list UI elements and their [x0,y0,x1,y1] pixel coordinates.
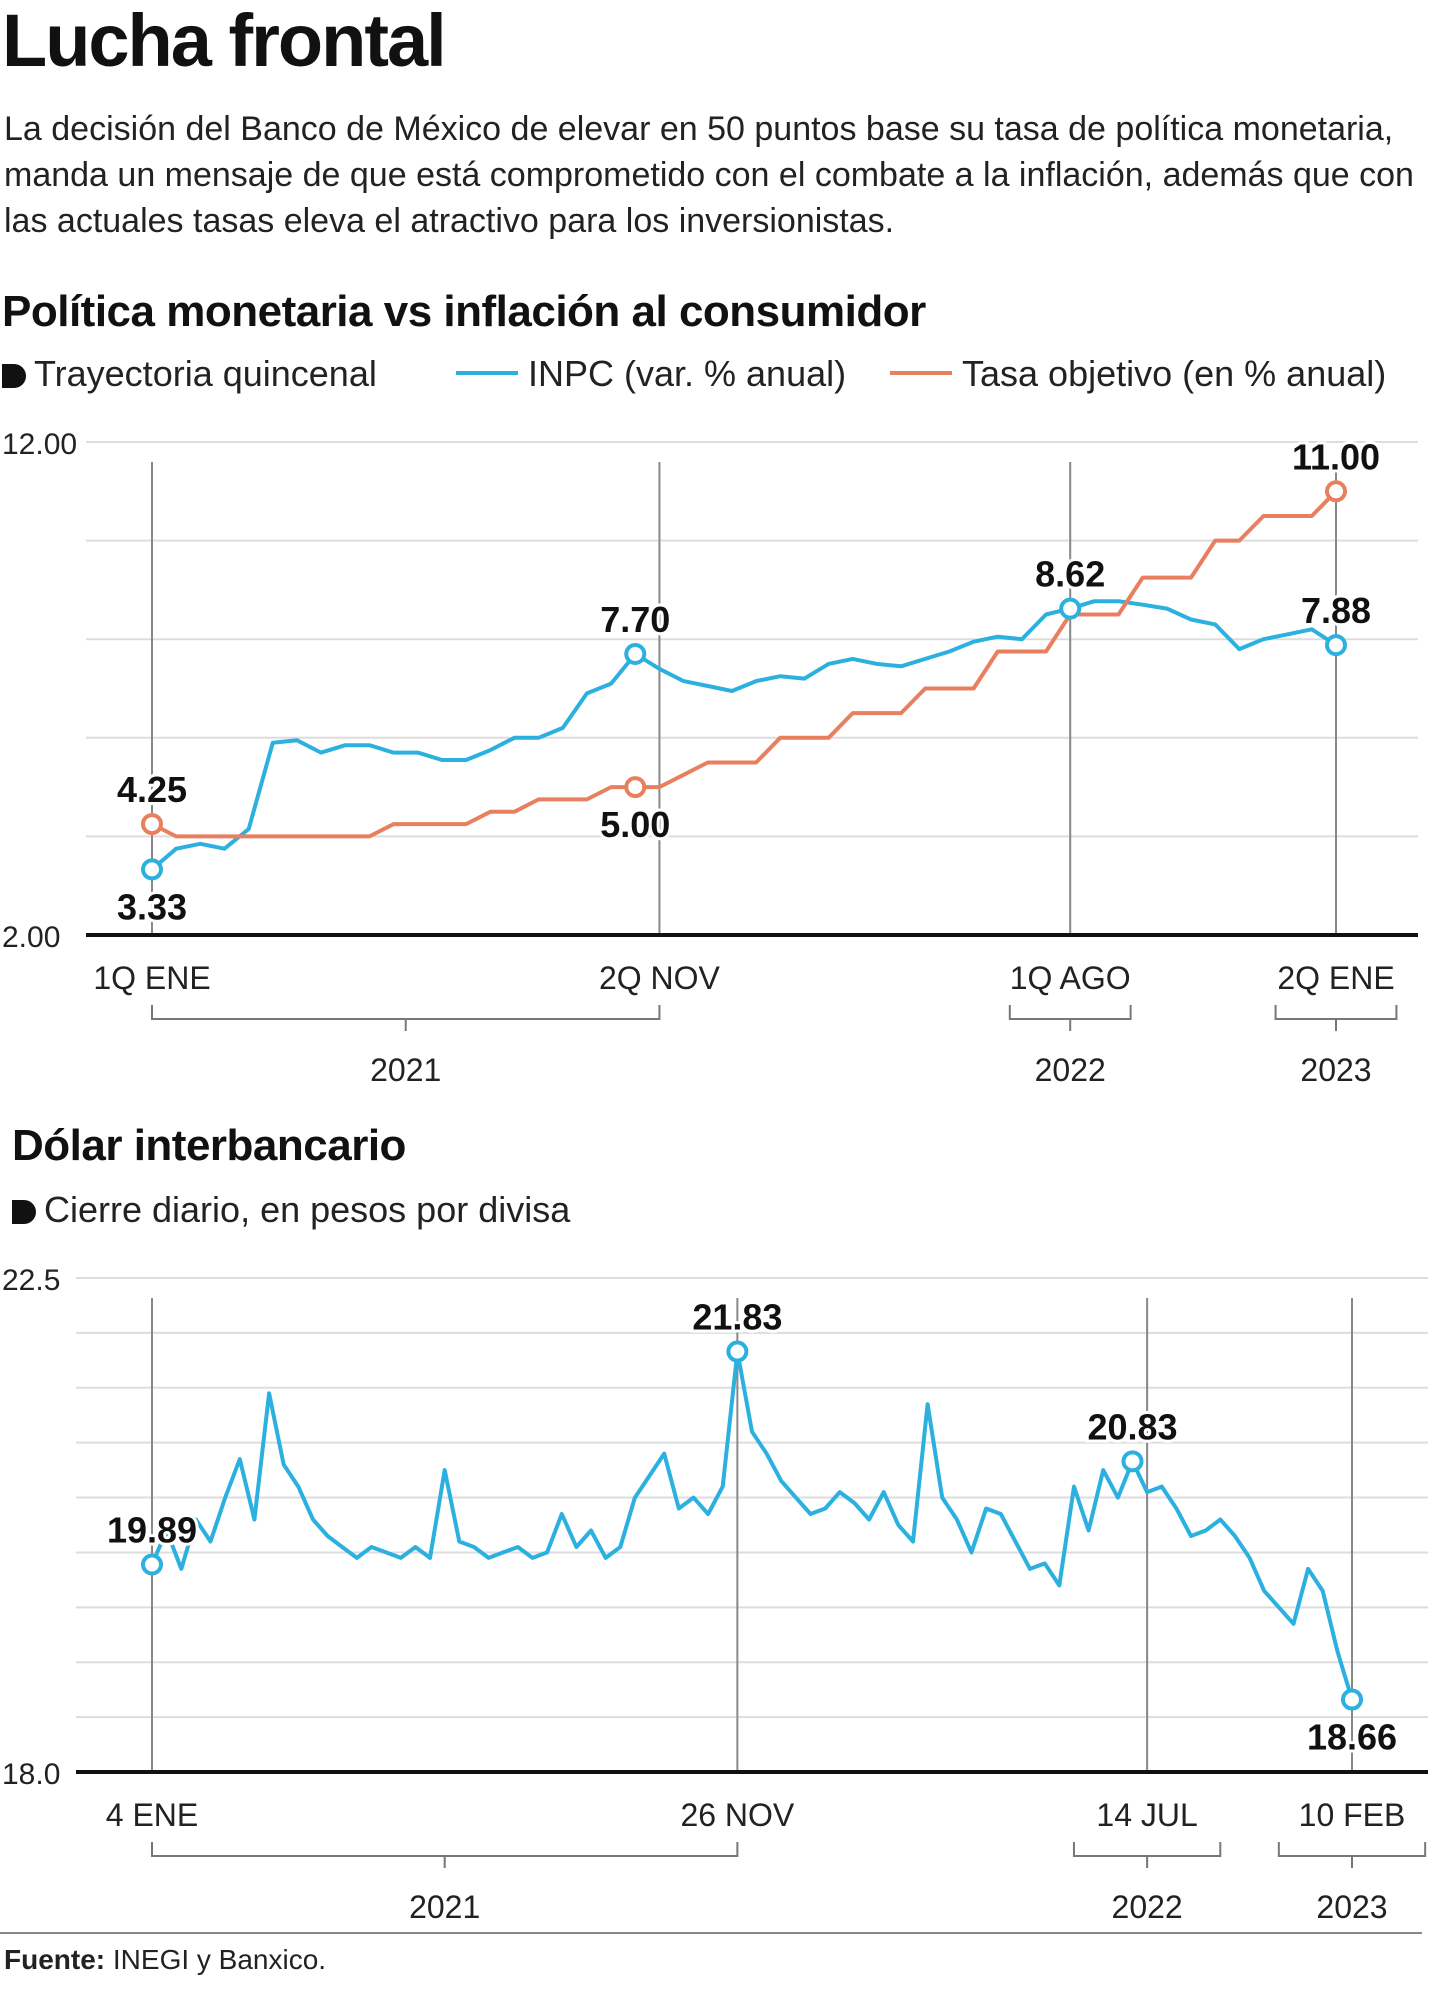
data-label: 20.83 [1087,1406,1177,1447]
year-bracket [151,1842,739,1868]
chart2-title: Dólar interbancario [12,1121,406,1170]
data-label: 5.00 [600,804,670,845]
year-label: 2023 [1316,1889,1387,1925]
data-point-marker [726,1340,749,1363]
data-point-marker [1325,480,1347,503]
x-tick-label: 14 JUL [1096,1797,1197,1833]
x-tick-label: 2Q ENE [1277,960,1394,996]
data-label: 8.62 [1035,554,1105,595]
data-point-marker [624,642,647,665]
legend-tasa-swatch-icon [890,371,952,375]
page-title: Lucha frontal [2,0,447,82]
chart1-title: Política monetaria vs inflación al consu… [2,287,926,336]
x-tick-label: 1Q ENE [93,960,210,996]
chart2-note-text: Cierre diario, en pesos por divisa [44,1189,571,1230]
legend-inpc-label: INPC (var. % anual) [528,353,847,394]
source-note: Fuente: INEGI y Banxico. [4,1944,326,1976]
legend-item-inpc: INPC (var. % anual) [456,356,846,392]
x-tick-label: 26 NOV [680,1797,794,1833]
footer-divider [0,1932,1422,1934]
inflation-rate-chart: 12.00 2.00 1Q ENE 2Q NOV 1Q AGO 2Q ENE 2021 202… [2,428,1418,1088]
x-tick-label: 4 ENE [106,1797,198,1833]
y-tick-label: 18.0 [2,1758,60,1791]
data-point-marker [1325,634,1347,657]
source-text: INEGI y Banxico. [112,1944,327,1975]
chart1-note-text: Trayectoria quincenal [34,353,377,394]
data-point-marker [141,1553,163,1576]
note-marker-icon [12,1200,36,1224]
data-label: 7.70 [600,599,670,640]
data-point-marker [141,813,163,836]
year-bracket [1277,1842,1427,1868]
series-line [150,599,1338,871]
y-tick-label: 22.5 [2,1264,60,1297]
series-line [151,489,1338,839]
year-label: 2023 [1300,1052,1371,1088]
year-bracket [1072,1842,1222,1868]
data-point-marker [1121,1450,1144,1473]
year-label: 2021 [370,1052,441,1088]
x-tick-label: 10 FEB [1299,1797,1406,1833]
data-label: 7.88 [1301,590,1371,631]
legend-item-tasa: Tasa objetivo (en % anual) [890,356,1386,392]
note-marker-icon [2,364,26,388]
source-label: Fuente: [4,1944,106,1975]
legend-tasa-label: Tasa objetivo (en % anual) [962,353,1387,394]
year-label: 2021 [409,1889,480,1925]
year-label: 2022 [1112,1889,1183,1925]
x-tick-label: 2Q NOV [599,960,721,996]
y-tick-label: 2.00 [2,921,60,954]
x-tick-label: 1Q AGO [1010,960,1131,996]
data-label: 4.25 [117,769,187,810]
data-label: 3.33 [117,886,187,927]
data-point-marker [624,776,647,799]
year-label: 2022 [1035,1052,1106,1088]
series-line [150,1349,1354,1701]
y-tick-label: 12.00 [2,428,77,461]
chart2-note: Cierre diario, en pesos por divisa [12,1192,570,1228]
data-label: 21.83 [692,1297,782,1338]
data-label: 11.00 [1292,436,1380,477]
year-bracket [1274,1005,1398,1031]
legend-inpc-swatch-icon [456,371,518,375]
page-subtitle: La decisión del Banco de México de eleva… [4,110,1414,240]
chart1-note: Trayectoria quincenal [2,356,377,392]
year-bracket [1008,1005,1132,1031]
data-point-marker [1341,1688,1363,1711]
data-label: 18.66 [1307,1717,1397,1758]
data-point-marker [141,858,163,881]
data-point-marker [1059,597,1082,620]
year-bracket [151,1005,661,1031]
data-label: 19.89 [107,1510,197,1551]
